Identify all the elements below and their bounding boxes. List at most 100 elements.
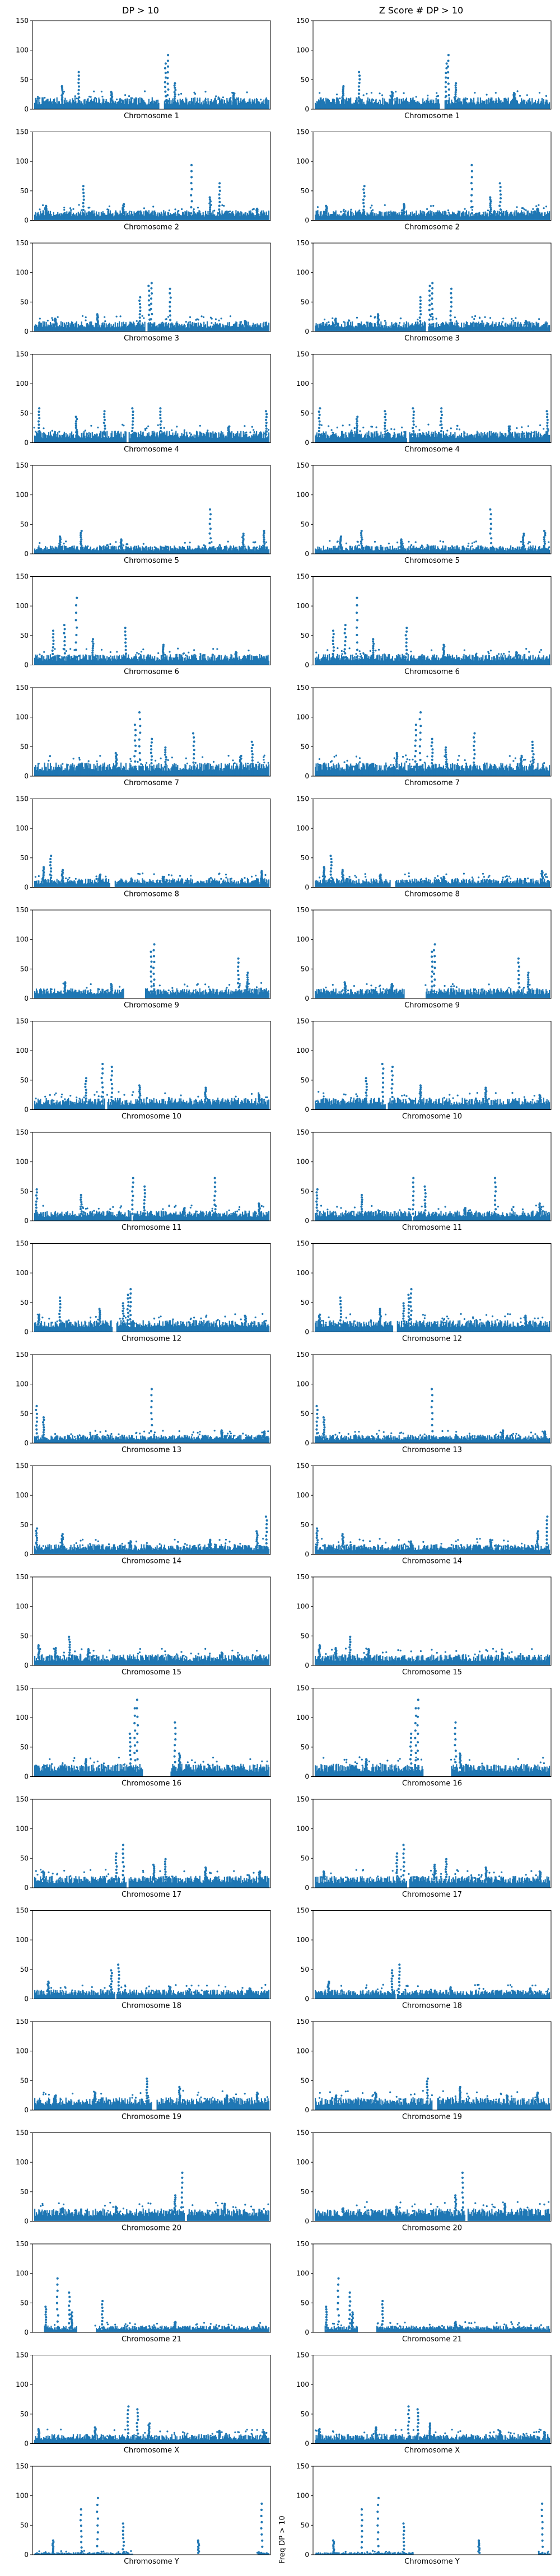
- peak-point: [148, 294, 151, 297]
- baseline-bar: [417, 322, 419, 332]
- baseline-bar: [530, 101, 531, 109]
- data-point: [109, 655, 111, 657]
- peak-point: [164, 86, 167, 88]
- peak-point: [341, 100, 344, 102]
- baseline-bar: [405, 324, 407, 332]
- peak-point: [384, 410, 386, 413]
- peak-point: [428, 314, 432, 316]
- baseline-bar: [487, 104, 489, 109]
- peak-point: [139, 306, 142, 309]
- baseline-bar: [110, 324, 112, 332]
- axes-frame: [32, 132, 271, 221]
- baseline-bar: [332, 214, 333, 221]
- peak-point: [91, 654, 94, 656]
- baseline-bar: [458, 211, 459, 221]
- data-point: [51, 317, 53, 319]
- peak-point: [332, 633, 335, 636]
- baseline-bar: [253, 214, 255, 221]
- baseline-bar: [475, 104, 477, 109]
- peak-point: [428, 299, 431, 302]
- baseline-bar: [157, 327, 159, 332]
- data-point: [546, 322, 548, 324]
- peak-point: [404, 634, 407, 637]
- baseline-bar: [376, 215, 378, 221]
- baseline-bar: [190, 100, 192, 109]
- data-point: [167, 545, 169, 548]
- peak-point: [159, 430, 162, 433]
- peak-point: [356, 641, 359, 644]
- baseline-bar: [89, 212, 91, 221]
- baseline-bar: [433, 213, 435, 221]
- peak-point: [60, 97, 63, 101]
- baseline-bar: [85, 216, 87, 221]
- baseline-bar: [241, 325, 242, 332]
- baseline-bar: [109, 210, 111, 221]
- baseline-bar: [175, 102, 177, 109]
- peak-point: [362, 205, 366, 208]
- peak-point: [412, 427, 414, 430]
- baseline-bar: [58, 214, 59, 221]
- baseline-bar: [37, 325, 39, 332]
- y-tick-label: 50: [301, 520, 309, 528]
- data-point: [244, 425, 246, 427]
- y-tick-label: 150: [296, 351, 309, 358]
- baseline-bar: [166, 216, 168, 221]
- peak-point: [362, 202, 365, 204]
- baseline-bar: [353, 326, 355, 332]
- baseline-bar: [139, 97, 141, 109]
- data-point: [418, 655, 421, 657]
- data-point: [218, 319, 220, 321]
- data-point: [396, 542, 399, 544]
- peak-point: [150, 297, 153, 300]
- baseline-bar: [87, 212, 89, 221]
- baseline-bar: [153, 322, 155, 332]
- baseline-bar: [418, 101, 419, 109]
- baseline-bar: [98, 324, 100, 332]
- baseline-bar: [424, 212, 426, 221]
- peak-point: [104, 427, 106, 430]
- data-point: [227, 211, 230, 213]
- baseline-bar: [135, 213, 137, 221]
- y-tick-label: 0: [305, 105, 309, 113]
- data-point: [171, 429, 173, 432]
- baseline-bar: [518, 104, 520, 109]
- baseline-bar: [431, 99, 433, 109]
- peak-point: [470, 176, 473, 179]
- baseline-bar: [493, 103, 495, 109]
- baseline-bar: [316, 325, 318, 332]
- peak-point: [265, 427, 268, 430]
- data-point: [371, 426, 374, 428]
- baseline-bar: [324, 211, 326, 221]
- baseline-bar: [541, 98, 543, 109]
- baseline-bar: [78, 213, 80, 221]
- data-point: [523, 654, 525, 656]
- baseline-bar: [35, 325, 38, 332]
- baseline-bar: [244, 327, 245, 332]
- baseline-bar: [55, 324, 57, 332]
- baseline-bar: [66, 211, 68, 221]
- baseline-bar: [118, 214, 119, 221]
- baseline-bar: [165, 99, 167, 109]
- y-tick-label: 0: [24, 550, 29, 558]
- peak-point: [38, 423, 40, 426]
- baseline-bar: [133, 98, 135, 109]
- baseline-bar: [463, 212, 465, 221]
- baseline-bar: [262, 101, 263, 109]
- baseline-bar: [386, 326, 388, 332]
- baseline-bar: [368, 101, 370, 109]
- baseline-bar: [170, 327, 172, 332]
- data-point: [437, 95, 439, 97]
- baseline-bar: [320, 211, 322, 221]
- peak-point: [419, 299, 422, 302]
- data-point: [351, 430, 353, 432]
- peak-point: [209, 537, 212, 540]
- baseline-bar: [490, 324, 492, 332]
- peak-point: [445, 62, 448, 65]
- peak-point: [37, 433, 40, 436]
- baseline-bar: [268, 100, 270, 109]
- peak-point: [76, 433, 78, 436]
- baseline-bar: [57, 326, 59, 332]
- baseline-bar: [214, 97, 216, 109]
- data-point: [370, 315, 372, 318]
- baseline-bar: [409, 101, 410, 109]
